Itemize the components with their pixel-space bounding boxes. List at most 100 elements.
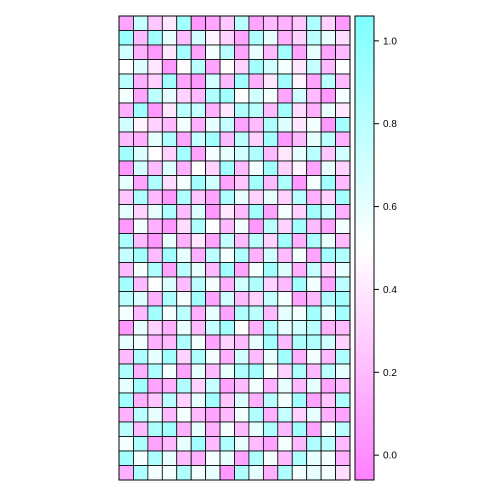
heatmap-cell <box>248 160 264 176</box>
heatmap-cell <box>176 262 192 278</box>
colorbar-segment <box>355 419 374 425</box>
heatmap-cell <box>277 334 293 350</box>
heatmap-cell <box>219 233 235 249</box>
heatmap-cell <box>306 262 322 278</box>
heatmap-cell <box>291 59 308 75</box>
heatmap-cell <box>335 465 351 481</box>
heatmap-cell <box>205 392 221 408</box>
heatmap-cell <box>118 15 134 31</box>
heatmap-cell <box>147 262 163 278</box>
heatmap-cell <box>219 450 235 466</box>
heatmap-cell <box>147 349 163 365</box>
heatmap-cell <box>133 189 149 205</box>
heatmap-cell <box>262 131 279 147</box>
heatmap-cell <box>190 218 207 234</box>
heatmap-cell <box>291 146 308 162</box>
heatmap-cell <box>176 73 192 89</box>
colorbar-segment <box>355 85 374 91</box>
heatmap-cell <box>133 334 149 350</box>
heatmap-cell <box>306 291 322 307</box>
heatmap-cell <box>262 291 279 307</box>
heatmap-cell <box>335 392 351 408</box>
heatmap-cell <box>248 349 264 365</box>
heatmap-cell <box>306 378 322 394</box>
heatmap-cell <box>118 44 134 60</box>
heatmap-cell <box>306 44 322 60</box>
heatmap-cell <box>205 102 221 118</box>
heatmap-cell <box>234 392 250 408</box>
colorbar-segment <box>355 67 374 73</box>
heatmap-cell <box>320 262 336 278</box>
heatmap-cell <box>161 378 178 394</box>
heatmap-cell <box>147 218 163 234</box>
heatmap-cell <box>190 349 207 365</box>
heatmap-cell <box>234 131 250 147</box>
colorbar-segment <box>355 354 374 360</box>
colorbar-segment <box>355 433 374 439</box>
heatmap-cell <box>219 175 235 191</box>
heatmap-cell <box>176 131 192 147</box>
heatmap-cell <box>133 160 149 176</box>
colorbar-segment <box>355 364 374 370</box>
heatmap-cell <box>161 30 178 46</box>
heatmap-cell <box>205 407 221 423</box>
heatmap-cell <box>133 349 149 365</box>
heatmap-cell <box>306 363 322 379</box>
colorbar-segment <box>355 405 374 411</box>
heatmap-cell <box>335 378 351 394</box>
heatmap-cell <box>219 247 235 263</box>
heatmap-cell <box>205 276 221 292</box>
heatmap-cell <box>147 73 163 89</box>
heatmap-cell <box>291 88 308 104</box>
colorbar-segment <box>355 108 374 114</box>
heatmap-cell <box>277 44 293 60</box>
heatmap-cell <box>147 146 163 162</box>
heatmap-cell <box>219 378 235 394</box>
colorbar-segment <box>355 391 374 397</box>
heatmap-cell <box>176 189 192 205</box>
colorbar-segment <box>355 206 374 212</box>
heatmap-cell <box>320 160 336 176</box>
heatmap-cell <box>205 378 221 394</box>
heatmap-cell <box>219 436 235 452</box>
heatmap-cell <box>277 204 293 220</box>
colorbar-segment <box>355 99 374 105</box>
heatmap-cell <box>248 204 264 220</box>
heatmap-cell <box>277 117 293 133</box>
heatmap-cell <box>335 363 351 379</box>
heatmap-cell <box>161 407 178 423</box>
heatmap-cell <box>161 146 178 162</box>
heatmap-cell <box>161 436 178 452</box>
heatmap-cell <box>320 407 336 423</box>
heatmap-cell <box>320 421 336 437</box>
heatmap-cell <box>335 349 351 365</box>
heatmap-cell <box>248 465 264 481</box>
heatmap-cell <box>190 204 207 220</box>
heatmap-cell <box>248 305 264 321</box>
heatmap-cell <box>161 73 178 89</box>
heatmap-cell <box>190 276 207 292</box>
heatmap-cell <box>205 465 221 481</box>
heatmap-cell <box>291 349 308 365</box>
heatmap-cell <box>133 131 149 147</box>
colorbar-tick-label: 0.6 <box>383 202 397 213</box>
heatmap-cell <box>190 421 207 437</box>
heatmap-cell <box>147 88 163 104</box>
heatmap-cell <box>335 276 351 292</box>
heatmap-cell <box>320 392 336 408</box>
heatmap-cell <box>205 73 221 89</box>
heatmap-cell <box>291 204 308 220</box>
colorbar-segment <box>355 159 374 165</box>
heatmap-cell <box>234 44 250 60</box>
colorbar-axis: 0.0 0.2 0.4 0.6 0.8 1.0 <box>374 36 397 462</box>
heatmap-cell <box>306 233 322 249</box>
heatmap-cell <box>320 465 336 481</box>
heatmap-cell <box>147 233 163 249</box>
heatmap-cell <box>320 117 336 133</box>
heatmap-cell <box>118 146 134 162</box>
heatmap-cell <box>234 291 250 307</box>
heatmap-cell <box>234 117 250 133</box>
heatmap-cell <box>248 131 264 147</box>
heatmap-cell <box>205 436 221 452</box>
heatmap-cell <box>161 247 178 263</box>
